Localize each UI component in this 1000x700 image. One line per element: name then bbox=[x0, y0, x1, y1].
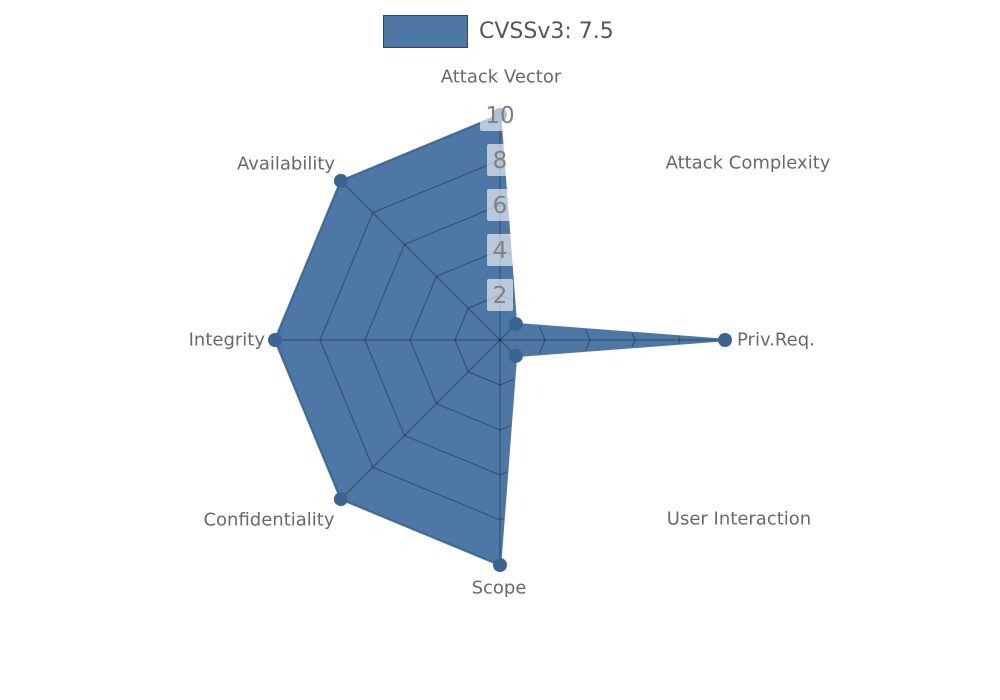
axis-label-attack-complexity: Attack Complexity bbox=[665, 152, 831, 174]
grid-spoke bbox=[499, 339, 660, 500]
axis-label-user-interaction: User Interaction bbox=[666, 508, 812, 530]
tick-box-6 bbox=[487, 189, 513, 221]
vertex-marker-1 bbox=[508, 317, 523, 332]
radial-tick-labels: 2 4 6 8 10 bbox=[480, 99, 520, 311]
axis-label-attack-vector: Attack Vector bbox=[440, 66, 562, 88]
vertex-marker-3 bbox=[508, 348, 523, 363]
axis-label-scope: Scope bbox=[471, 577, 527, 599]
tick-box-4 bbox=[487, 234, 513, 266]
tick-label-6: 6 bbox=[493, 193, 508, 219]
vertex-marker-2 bbox=[718, 333, 732, 347]
legend-swatch bbox=[383, 15, 468, 48]
legend-label: CVSSv3: 7.5 bbox=[479, 19, 614, 44]
tick-label-10: 10 bbox=[485, 103, 514, 129]
axis-label-priv-req: Priv.Req. bbox=[737, 329, 815, 351]
vertex-marker-7 bbox=[333, 173, 348, 188]
tick-box-8 bbox=[487, 144, 513, 176]
tick-label-2: 2 bbox=[493, 283, 508, 309]
tick-label-8: 8 bbox=[493, 148, 508, 174]
tick-box-2 bbox=[487, 279, 513, 311]
grid-spoke bbox=[340, 180, 501, 341]
vertex-marker-5 bbox=[333, 492, 348, 507]
axis-label-integrity: Integrity bbox=[188, 329, 265, 351]
vertex-marker-4 bbox=[493, 558, 507, 572]
axis-label-confidentiality: Confidentiality bbox=[203, 509, 335, 531]
grid-spoke bbox=[499, 180, 660, 341]
tick-box-10 bbox=[480, 99, 520, 131]
vertex-marker-6 bbox=[268, 333, 282, 347]
tick-label-4: 4 bbox=[493, 238, 508, 264]
grid-spoke bbox=[340, 339, 501, 500]
legend: CVSSv3: 7.5 bbox=[383, 15, 614, 48]
axis-label-availability: Availability bbox=[236, 153, 336, 175]
